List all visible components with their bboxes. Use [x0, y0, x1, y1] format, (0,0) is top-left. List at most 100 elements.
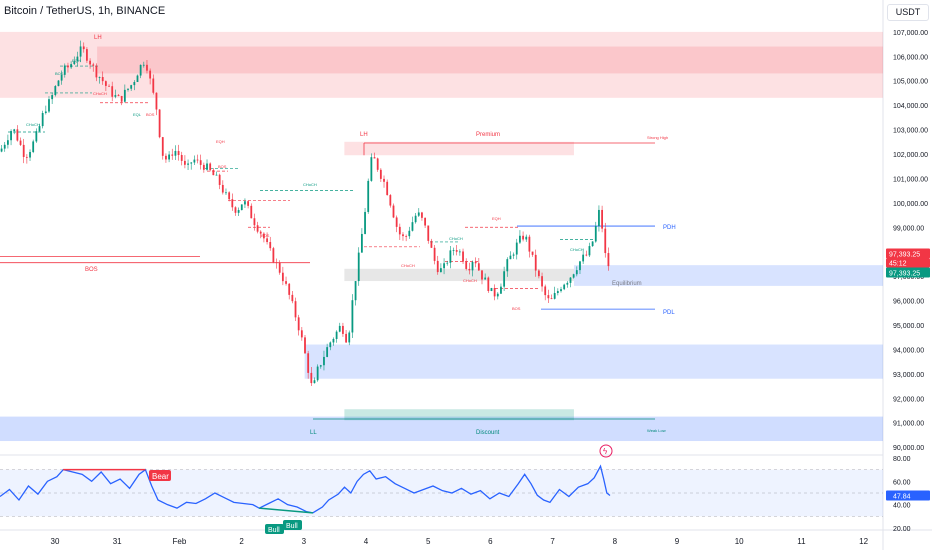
candle-body [183, 160, 186, 165]
candle-body [332, 338, 335, 343]
zone-demand [304, 344, 883, 379]
label-premium: Premium [476, 132, 500, 138]
candle-body [534, 254, 537, 271]
label-pdl: PDL [663, 310, 675, 316]
label-smc-small: CHoCH [449, 236, 463, 241]
candle-body [0, 148, 3, 152]
label-smc-small: BOS [512, 306, 521, 311]
countdown-text: 45:12 [889, 261, 907, 268]
time-tick: 8 [613, 537, 618, 546]
candle-body [73, 61, 76, 65]
candle-body [22, 144, 25, 157]
candle-body [48, 99, 50, 112]
time-tick: Feb [173, 537, 187, 546]
candle-body [509, 255, 512, 260]
last-price-badge-2 [886, 267, 930, 278]
price-tick: 93,000.00 [893, 372, 924, 379]
rsi-tick: 20.00 [893, 526, 911, 533]
candle-body [556, 291, 559, 294]
candle-body [500, 286, 502, 294]
zone-discount [0, 416, 883, 442]
price-tick: 92,000.00 [893, 396, 924, 403]
candle-body [560, 289, 562, 292]
candle-body [405, 236, 408, 237]
candle-body [139, 64, 142, 76]
candle-body [190, 162, 193, 164]
candle-body [427, 225, 430, 241]
candle-body [288, 283, 291, 295]
candle-body [136, 75, 139, 83]
label-smc-small: CHoCH [26, 122, 40, 127]
candle-body [525, 236, 528, 240]
candle-body [575, 270, 578, 275]
candle-body [95, 65, 98, 78]
candle-body [386, 181, 389, 196]
candle-body [165, 155, 167, 160]
candle-body [379, 169, 382, 179]
candle-body [357, 252, 360, 282]
price-tick: 105,000.00 [893, 79, 928, 86]
candle-body [67, 65, 69, 68]
candle-body [177, 150, 180, 156]
price-tick: 91,000.00 [893, 421, 924, 428]
candle-body [310, 372, 313, 384]
label-weak-low: Weak Low [647, 428, 666, 433]
candle-body [471, 261, 474, 271]
candle-body [161, 137, 164, 156]
candle-body [300, 330, 303, 338]
time-tick: 30 [51, 537, 60, 546]
candle-body [79, 46, 82, 57]
candle-body [54, 86, 57, 96]
candle-body [329, 342, 332, 348]
candle-body [10, 131, 12, 141]
price-tick: 106,000.00 [893, 54, 928, 61]
label-strong-high: Strong High [647, 135, 668, 140]
currency-selector[interactable]: USDT [887, 4, 929, 21]
last-price-text-2: 97,393.25 [889, 271, 920, 278]
candle-body [60, 74, 63, 81]
bull-badge-1 [265, 524, 284, 534]
candle-body [430, 240, 433, 248]
label-smc-small: EQH [492, 216, 501, 221]
candle-body [411, 222, 414, 231]
candle-body [7, 140, 9, 145]
candle-body [342, 325, 344, 334]
candle-body [481, 270, 483, 280]
candle-body [563, 284, 566, 290]
candle-body [38, 126, 41, 132]
candle-body [360, 233, 363, 253]
candle-body [585, 254, 588, 256]
candle-body [579, 261, 581, 271]
bull-label-1: Bull [268, 527, 280, 534]
candle-body [212, 170, 215, 176]
time-axis: 30 31 Feb 2 3 4 5 6 7 8 9 10 11 12 [51, 537, 869, 546]
candle-body [503, 271, 506, 287]
rsi-pane: Bear Bull Bull [0, 464, 883, 534]
candle-body [544, 286, 547, 296]
candle-body [291, 294, 294, 302]
candle-body [149, 70, 152, 79]
candle-body [588, 246, 591, 256]
candle-body [16, 129, 19, 141]
candle-body [553, 293, 556, 299]
candle-body [364, 211, 366, 234]
candle-body [228, 192, 231, 200]
label-pdh: PDH [663, 225, 676, 231]
candle-body [468, 268, 471, 271]
candle-body [474, 261, 477, 264]
price-tick: 96,000.00 [893, 299, 924, 306]
candle-body [323, 356, 325, 366]
candle-body [19, 140, 22, 145]
label-smc-small: BOS [146, 112, 155, 117]
candle-body [572, 274, 575, 278]
candle-body [231, 199, 234, 208]
candle-body [247, 201, 250, 206]
candle-body [41, 113, 44, 127]
time-tick: 10 [735, 537, 744, 546]
candle-body [594, 226, 597, 242]
lightning-icon[interactable] [599, 444, 613, 458]
candle-body [395, 217, 398, 227]
zone-equilibrium [344, 268, 574, 282]
